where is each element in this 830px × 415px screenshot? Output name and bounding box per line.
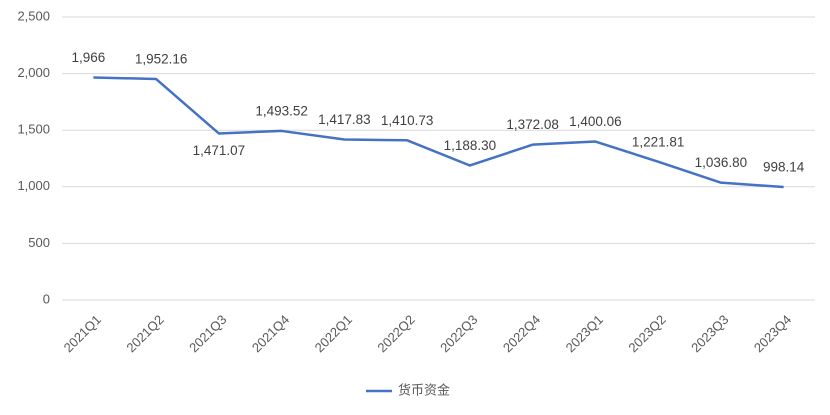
x-tick-label: 2022Q4 (500, 312, 543, 355)
data-label: 1,417.83 (318, 112, 371, 127)
data-label: 1,188.30 (444, 138, 497, 153)
data-label: 1,966 (71, 50, 105, 65)
x-tick-label: 2021Q3 (186, 312, 229, 355)
x-tick-label: 2022Q3 (437, 312, 480, 355)
x-tick-label: 2023Q4 (751, 312, 794, 355)
y-tick-label: 2,500 (17, 8, 50, 23)
x-tick-label: 2021Q2 (123, 312, 166, 355)
data-label: 1,493.52 (255, 103, 308, 118)
data-label: 1,952.16 (135, 52, 188, 67)
data-label: 1,221.81 (632, 134, 685, 149)
data-label: 1,036.80 (695, 155, 748, 170)
x-tick-label: 2022Q1 (312, 312, 355, 355)
legend-label: 货币资金 (398, 382, 450, 397)
x-tick-label: 2021Q4 (249, 312, 292, 355)
y-tick-label: 500 (28, 235, 50, 250)
y-tick-label: 1,500 (17, 122, 50, 137)
y-tick-label: 0 (43, 291, 50, 306)
data-label: 1,400.06 (569, 114, 622, 129)
data-label: 1,372.08 (506, 117, 559, 132)
data-label: 998.14 (763, 160, 805, 175)
x-tick-label: 2023Q3 (688, 312, 731, 355)
data-line (93, 76, 784, 189)
y-tick-label: 1,000 (17, 178, 50, 193)
data-label: 1,471.07 (193, 143, 246, 158)
x-tick-label: 2023Q1 (563, 312, 606, 355)
data-label: 1,410.73 (381, 113, 434, 128)
x-tick-label: 2021Q1 (61, 312, 104, 355)
x-tick-label: 2023Q2 (625, 312, 668, 355)
y-tick-label: 2,000 (17, 65, 50, 80)
x-tick-label: 2022Q2 (374, 312, 417, 355)
